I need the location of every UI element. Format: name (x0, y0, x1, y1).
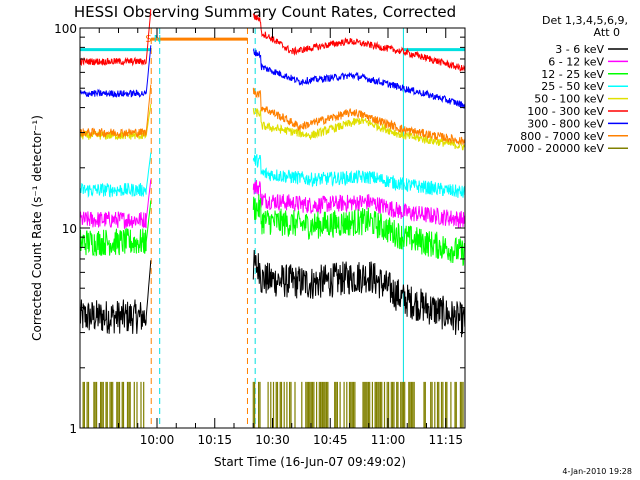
legend-label-7: 800 - 7000 keV (520, 130, 604, 143)
series-5 (79, 9, 466, 72)
series-3-trace-1 (252, 154, 466, 198)
legend-header-line1: Det 1,3,4,5,6,9, (542, 14, 628, 27)
legend-label-0: 3 - 6 keV (555, 43, 604, 56)
series-4-trace-1 (252, 107, 466, 151)
series-8 (82, 381, 464, 428)
y-axis-label: Corrected Count Rate (s⁻¹ detector⁻¹) (30, 115, 44, 341)
series-3 (79, 152, 466, 199)
series-0 (79, 249, 466, 338)
series-6-trace-1 (252, 47, 466, 109)
y-tick-label-1: 10 (62, 222, 77, 236)
series-7-trace-1 (252, 87, 466, 145)
series-0-trace-0 (79, 260, 152, 334)
y-tick-label-2: 100 (54, 22, 77, 36)
series-5-trace-0 (79, 9, 152, 67)
x-tick-label-0: 10:00 (140, 433, 175, 447)
x-tick-label-4: 11:00 (371, 433, 406, 447)
series-1-trace-1 (252, 180, 466, 228)
axes: 1 10 100 10:00 10:15 10:30 10:45 11:00 11:15 (54, 22, 466, 447)
chart-title: HESSI Observing Summary Count Rates, Cor… (74, 3, 456, 21)
series-6-trace-0 (79, 45, 152, 99)
legend-label-4: 50 - 100 keV (534, 93, 604, 106)
x-tick-label-5: 11:15 (428, 433, 463, 447)
footer-date: 4-Jan-2010 19:28 (562, 467, 632, 476)
legend-label-8: 7000 - 20000 keV (506, 142, 604, 155)
series-6 (79, 45, 466, 109)
series-7-trace-0 (79, 84, 152, 139)
series-1-trace-0 (79, 179, 152, 230)
x-axis-label: Start Time (16-Jun-07 09:49:02) (214, 455, 406, 469)
series-5-trace-1 (252, 13, 466, 72)
legend-label-2: 12 - 25 keV (541, 68, 604, 81)
series-1 (79, 179, 466, 230)
legend-label-1: 6 - 12 keV (548, 55, 604, 68)
marker-n: N (154, 34, 161, 45)
legend-label-3: 25 - 50 keV (541, 80, 604, 93)
series-7 (79, 84, 466, 145)
series-3-trace-0 (79, 152, 152, 199)
series-8-trace-0 (82, 381, 464, 428)
series-0-trace-1 (252, 249, 466, 338)
series-2-trace-0 (79, 200, 152, 257)
x-tick-label-2: 10:30 (255, 433, 290, 447)
series-2 (79, 194, 466, 266)
legend-label-5: 100 - 300 keV (527, 105, 604, 118)
series-2-trace-1 (252, 194, 466, 266)
legend-header-line2: Att 0 (594, 26, 620, 39)
x-tick-label-1: 10:15 (197, 433, 232, 447)
x-tick-label-3: 10:45 (313, 433, 348, 447)
y-tick-label-0: 1 (69, 422, 77, 436)
legend-label-6: 300 - 800 keV (527, 117, 604, 130)
